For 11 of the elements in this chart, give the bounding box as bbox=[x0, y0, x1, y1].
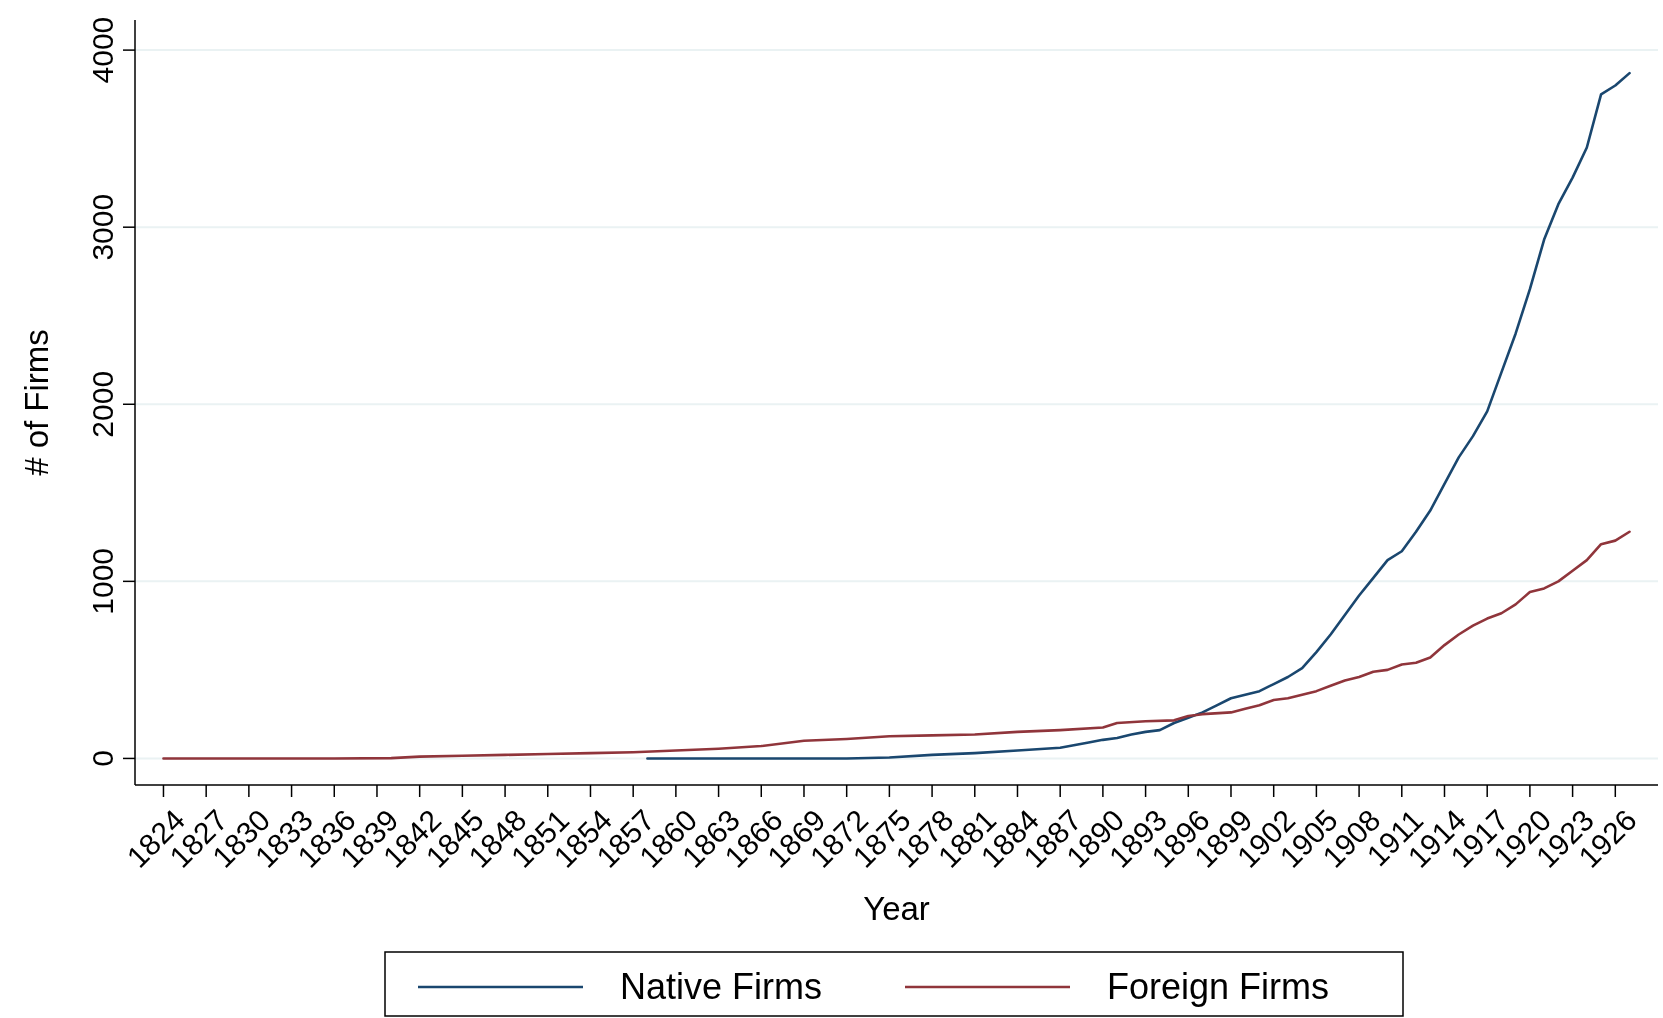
y-tick-label: 4000 bbox=[86, 16, 119, 84]
y-tick-label: 0 bbox=[86, 750, 119, 767]
y-axis-title: # of Firms bbox=[18, 329, 55, 476]
y-tick-label: 1000 bbox=[86, 547, 119, 615]
x-axis-title: Year bbox=[863, 890, 930, 927]
legend-label: Native Firms bbox=[620, 966, 823, 1007]
line-series bbox=[162, 530, 1631, 760]
y-tick-label: 3000 bbox=[86, 193, 119, 261]
legend-label: Foreign Firms bbox=[1107, 966, 1330, 1007]
y-tick-label: 2000 bbox=[86, 370, 119, 438]
line-series bbox=[646, 71, 1631, 760]
